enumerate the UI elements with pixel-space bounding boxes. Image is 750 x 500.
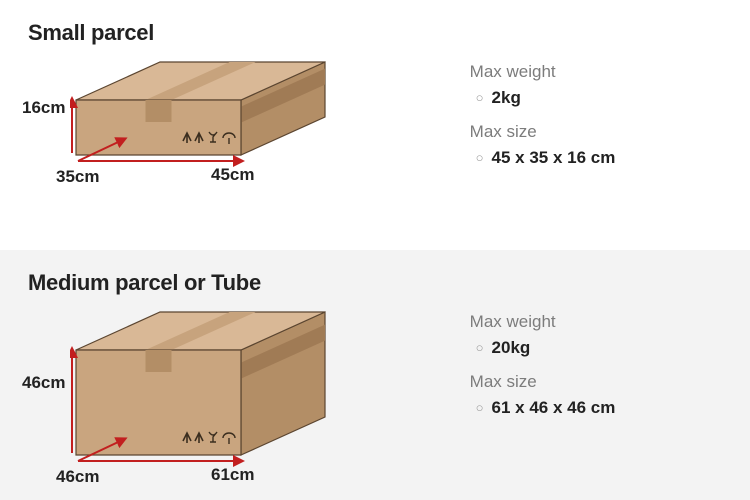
max-size-label: Max size: [470, 122, 722, 142]
small-parcel-specs: Max weight 2kg Max size 45 x 35 x 16 cm: [470, 20, 722, 226]
small-parcel-panel: Small parcel 16cm 35cm 45cm Max weight: [0, 0, 750, 250]
max-weight-value: 20kg: [470, 338, 722, 358]
max-size-label: Max size: [470, 372, 722, 392]
max-weight-label: Max weight: [470, 62, 722, 82]
max-weight-value: 2kg: [470, 88, 722, 108]
medium-parcel-panel: Medium parcel or Tube 46cm46cm61cm Max: [0, 250, 750, 500]
max-weight-label: Max weight: [470, 312, 722, 332]
small-parcel-illustration: Small parcel 16cm35cm45cm: [28, 20, 440, 226]
dim-depth-label: 35cm: [56, 167, 99, 187]
max-size-value: 45 x 35 x 16 cm: [470, 148, 722, 168]
dim-depth-label: 46cm: [56, 467, 99, 487]
parcel-title: Small parcel: [28, 20, 440, 46]
parcel-box-icon: [70, 56, 331, 175]
parcel-box-icon: [70, 306, 331, 475]
medium-parcel-specs: Max weight 20kg Max size 61 x 46 x 46 cm: [470, 270, 722, 476]
dim-width-label: 61cm: [211, 465, 254, 485]
dim-height-label: 46cm: [22, 373, 65, 393]
dim-width-label: 45cm: [211, 165, 254, 185]
medium-parcel-illustration: Medium parcel or Tube 46cm46cm61cm: [28, 270, 440, 476]
max-size-value: 61 x 46 x 46 cm: [470, 398, 722, 418]
parcel-title: Medium parcel or Tube: [28, 270, 440, 296]
dim-height-label: 16cm: [22, 98, 65, 118]
